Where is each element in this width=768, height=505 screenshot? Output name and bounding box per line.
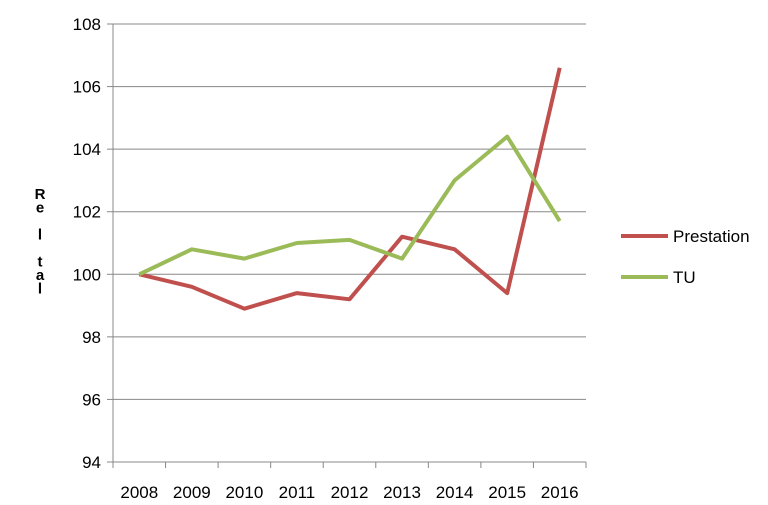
y-tick-label: 108 <box>73 15 101 34</box>
axes <box>107 23 587 468</box>
y-tick-label: 102 <box>73 203 101 222</box>
y-tick-labels: 94 96 98 100 102 104 106 108 <box>73 15 101 472</box>
y-tick-label: 104 <box>73 140 101 159</box>
x-tick-label: 2009 <box>173 483 211 502</box>
x-tick-label: 2012 <box>331 483 369 502</box>
y-axis-label-char: l <box>38 281 42 298</box>
y-axis-label-char: a <box>36 267 45 284</box>
x-tick-label: 2013 <box>383 483 421 502</box>
x-tick-label: 2015 <box>488 483 526 502</box>
y-tick-label: 106 <box>73 78 101 97</box>
x-tick-label: 2008 <box>120 483 158 502</box>
series-line-tu <box>138 134 562 277</box>
y-axis-label-char: l <box>38 227 42 244</box>
y-tick-label: 96 <box>82 390 101 409</box>
x-tick-labels: 2008 2009 2010 2011 2012 2013 2014 2015 2016 <box>120 483 578 502</box>
y-tick-label: 100 <box>73 265 101 284</box>
y-tick-label: 98 <box>82 328 101 347</box>
x-tick-label: 2016 <box>541 483 579 502</box>
grid-lines <box>113 23 586 400</box>
series-line-prestation <box>138 67 562 311</box>
legend-label-tu: TU <box>673 268 696 287</box>
y-axis-label-char: e <box>36 200 44 217</box>
legend-label-prestation: Prestation <box>673 227 750 246</box>
y-tick-label: 94 <box>82 453 101 472</box>
y-axis-label-char: t <box>38 254 43 271</box>
x-tick-label: 2011 <box>279 483 316 502</box>
x-tick-label: 2014 <box>436 483 474 502</box>
y-axis-label-char: R <box>35 186 46 203</box>
x-tick-label: 2010 <box>225 483 263 502</box>
legend: Prestation TU <box>621 227 750 287</box>
series-lines <box>138 67 562 311</box>
